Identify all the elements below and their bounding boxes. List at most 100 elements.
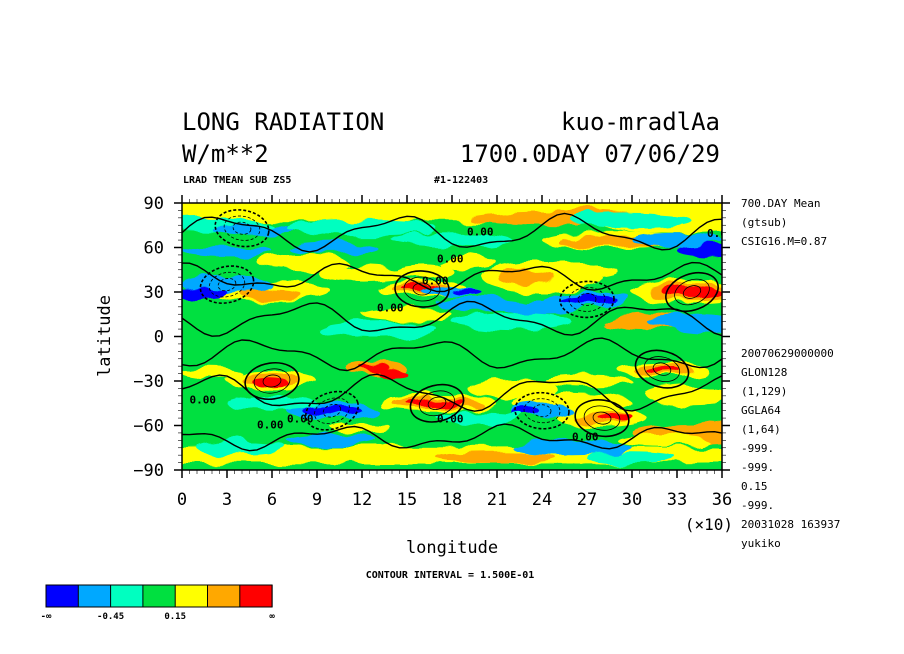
contour-ring <box>574 399 630 438</box>
field-patch <box>587 452 677 464</box>
contour-ring <box>409 383 465 423</box>
colorbar-tick-label: ∞ <box>269 612 275 622</box>
side-info-bottom-line: GGLA64 <box>741 404 781 417</box>
run-id-label: #1-122403 <box>434 175 488 186</box>
field-patch <box>182 244 272 257</box>
y-tick-label: −90 <box>133 461 164 481</box>
contour-label: 0.00 <box>707 227 734 240</box>
x-tick-label: 27 <box>577 490 597 510</box>
field-patch <box>644 366 680 373</box>
field-patch <box>377 370 407 377</box>
field-patch <box>257 253 347 272</box>
contour-ring <box>427 396 447 410</box>
x-tick-label: 21 <box>487 490 507 510</box>
field-patch <box>317 320 437 338</box>
x-axis-title: longitude <box>406 538 498 558</box>
contour-ring <box>643 356 681 382</box>
colorbar-segment <box>110 585 143 607</box>
contour-ring <box>577 292 597 306</box>
contour-ring <box>244 361 300 401</box>
side-info-bottom-line: -999. <box>741 499 774 512</box>
contour-label: 0.00 <box>572 430 599 443</box>
x-tick-label: 30 <box>622 490 642 510</box>
field-patch <box>662 286 722 298</box>
field-patch <box>437 452 557 464</box>
contour-ring <box>214 209 270 248</box>
colorbar-segment <box>175 585 208 607</box>
field-patch <box>182 367 242 380</box>
colorbar-segment <box>142 585 176 607</box>
side-info-top-line: (gtsub) <box>741 216 787 229</box>
contour-label: 0.00 <box>287 413 314 426</box>
title-left: LONG RADIATION <box>182 108 384 136</box>
side-info-bottom-line: 20070629000000 <box>741 347 834 360</box>
x-tick-label: 9 <box>312 490 322 510</box>
side-info-bottom-line: yukiko <box>741 537 781 550</box>
contour-ring <box>559 280 615 319</box>
x-tick-label: 12 <box>352 490 372 510</box>
field-patch <box>512 440 632 456</box>
contour-label: 0.00 <box>437 413 464 426</box>
side-info-bottom-line: (1,129) <box>741 385 787 398</box>
plot-area: 0.00 0.000.000.000.000.000.00 0.000.000.00 <box>182 203 734 470</box>
contour-ring <box>208 271 246 298</box>
x-tick-label: 36 <box>712 490 732 510</box>
side-info-bottom-line: -999. <box>741 461 774 474</box>
colorbar-tick-label: -0.45 <box>97 612 124 622</box>
contour-ring <box>634 349 690 389</box>
zero-contour <box>182 212 722 253</box>
field-patch <box>287 434 377 447</box>
zero-contour <box>182 261 722 293</box>
contour-ring <box>523 398 561 424</box>
field-patch <box>212 225 302 235</box>
field-patch <box>227 395 317 411</box>
field-patch <box>452 289 482 295</box>
field-patch <box>542 375 632 387</box>
contour-ring <box>403 276 441 302</box>
contour-ring <box>232 221 252 235</box>
contour-ring <box>652 362 672 376</box>
variable-label: LRAD TMEAN SUB ZS5 <box>183 175 291 186</box>
side-info-top-line: 700.DAY Mean <box>741 197 820 210</box>
contour-ring <box>223 215 261 241</box>
side-info-bottom-line: 20031028 163937 <box>741 518 840 531</box>
field-patch <box>632 232 722 248</box>
contour-labels: 0.00 0.000.000.000.000.000.00 0.000.000.00 <box>190 226 734 444</box>
contour-ring <box>262 374 282 388</box>
contour-ring <box>568 286 606 312</box>
field-patch <box>677 244 722 257</box>
field-patch <box>392 232 512 248</box>
field-patch <box>617 434 707 447</box>
y-tick-label: −60 <box>133 417 164 437</box>
field-patch <box>572 213 692 229</box>
x-tick-label: 6 <box>267 490 277 510</box>
colorbar: -∞ -0.45 0.15 ∞ <box>41 584 275 622</box>
contour-ring <box>314 397 350 424</box>
contour-ring <box>682 285 702 299</box>
field-patch <box>362 366 392 373</box>
field-patch <box>437 256 497 269</box>
field-patch <box>452 312 572 331</box>
x-tick-label: 18 <box>442 490 462 510</box>
contour-label: 0.00 <box>257 419 284 432</box>
field-patch <box>254 380 290 388</box>
side-info-bottom-line: GLON128 <box>741 366 787 379</box>
title-right: kuo-mradlAa <box>561 108 720 136</box>
contour-label: 0.00 <box>377 301 404 314</box>
side-info-bottom-line: (1,64) <box>741 423 781 436</box>
colorbar-segment <box>239 585 273 607</box>
field-patch <box>242 289 302 301</box>
y-tick-label: 90 <box>144 194 164 214</box>
time-label: 1700.0DAY 07/06/29 <box>460 140 720 168</box>
contour-label: 0.00 <box>190 393 217 406</box>
colorbar-segment <box>78 585 111 607</box>
contour-ring <box>532 404 552 418</box>
x-tick-label: 3 <box>222 490 232 510</box>
contour-label: 0.00 <box>467 226 494 239</box>
field-patch <box>647 386 722 405</box>
field-patch <box>287 241 377 254</box>
side-info-top-line: CSIG16.M=0.87 <box>741 235 827 248</box>
field-patch <box>602 320 662 330</box>
